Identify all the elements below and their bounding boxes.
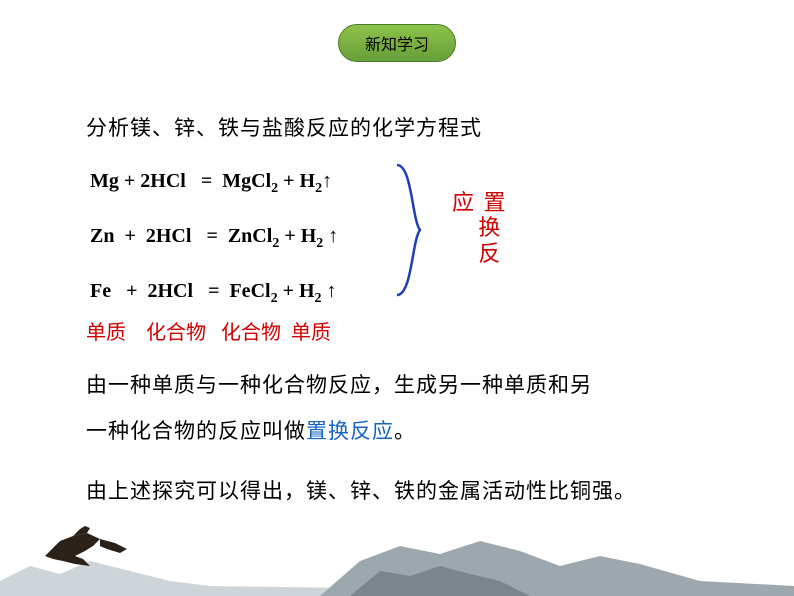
badge-text: 新知学习 (365, 37, 429, 54)
section-badge: 新知学习 (338, 24, 456, 62)
def-part-1: 由一种单质与一种化合物反应，生成另一种单质和另 (86, 373, 592, 397)
reaction-line-3: 反 (452, 241, 508, 266)
conclusion-paragraph: 由上述探究可以得出，镁、锌、铁的金属活动性比铜强。 (86, 468, 746, 514)
def-part-2: 一种化合物的反应叫做 (86, 419, 306, 443)
substance-labels: 单质 化合物 化合物 单质 (86, 316, 331, 345)
eagle-icon (45, 526, 127, 566)
definition-paragraph: 由一种单质与一种化合物反应，生成另一种单质和另 一种化合物的反应叫做置换反应。 (86, 362, 726, 454)
reaction-line-2: 换 (452, 215, 508, 240)
decorative-footer (0, 526, 794, 596)
equation-block: Mg + 2HCl = MgCl2 + H2↑ Zn + 2HCl = ZnCl… (90, 166, 338, 331)
equation-2: Zn + 2HCl = ZnCl2 + H2 ↑ (90, 221, 338, 254)
equation-3: Fe + 2HCl = FeCl2 + H2 ↑ (90, 276, 338, 309)
def-term: 置换反应 (306, 419, 394, 443)
curly-brace (392, 160, 432, 300)
analysis-heading: 分析镁、锌、铁与盐酸反应的化学方程式 (86, 112, 482, 142)
reaction-type-label: 应 置 换 反 (452, 190, 508, 266)
def-part-3: 。 (394, 419, 416, 443)
equation-1: Mg + 2HCl = MgCl2 + H2↑ (90, 166, 338, 199)
reaction-line-1: 应 置 (452, 190, 508, 215)
